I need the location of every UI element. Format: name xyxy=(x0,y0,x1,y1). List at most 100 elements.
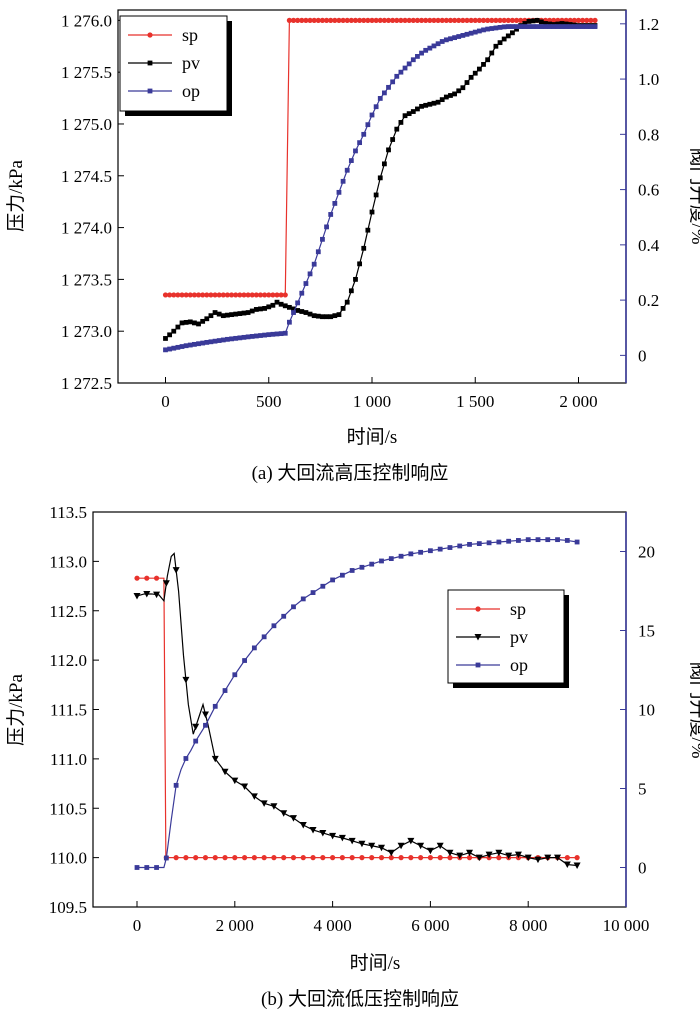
data-point-pv xyxy=(495,849,503,857)
data-point-pv xyxy=(260,800,268,807)
data-point-op xyxy=(431,43,437,49)
legend-item-sp: sp xyxy=(128,25,198,45)
data-point-pv xyxy=(475,854,483,862)
y2-tick-label: 0.2 xyxy=(638,291,659,310)
data-point-pv xyxy=(328,314,334,320)
data-point-pv xyxy=(544,854,552,862)
data-point-op xyxy=(415,54,420,59)
data-point-sp xyxy=(224,292,231,298)
data-point-op xyxy=(468,30,474,36)
data-point-sp xyxy=(193,855,199,861)
data-point-sp xyxy=(340,17,346,23)
legend: sp pv op xyxy=(447,589,569,688)
data-point-sp xyxy=(447,855,453,861)
data-point-pv xyxy=(200,318,206,324)
data-point-op xyxy=(229,336,234,342)
data-point-pv xyxy=(172,567,180,574)
data-point-pv xyxy=(280,810,288,817)
data-point-sp xyxy=(493,17,499,23)
legend-swatch-marker xyxy=(475,606,481,612)
series-op xyxy=(134,537,580,870)
data-point-pv xyxy=(460,85,466,91)
data-point-op xyxy=(144,865,150,870)
data-point-pv xyxy=(192,320,197,326)
data-point-op xyxy=(516,538,521,543)
data-point-sp xyxy=(232,855,238,861)
y2-tick-label: 0 xyxy=(638,346,647,365)
data-point-pv xyxy=(286,304,292,310)
data-point-op xyxy=(555,24,561,29)
data-point-sp xyxy=(431,17,437,23)
data-point-sp xyxy=(271,855,277,861)
data-point-pv xyxy=(182,676,190,684)
data-point-op xyxy=(394,73,400,79)
data-point-op xyxy=(204,339,210,345)
data-point-pv xyxy=(179,320,185,326)
data-point-op xyxy=(443,37,449,43)
data-point-pv xyxy=(505,852,513,860)
data-point-pv xyxy=(358,840,366,848)
data-point-pv xyxy=(446,849,454,857)
data-point-op xyxy=(328,212,334,217)
data-point-op xyxy=(353,148,358,154)
data-point-pv xyxy=(329,832,337,840)
data-point-sp xyxy=(249,292,255,298)
y-tick-label: 111.0 xyxy=(50,750,87,769)
data-point-op xyxy=(505,24,511,29)
legend: sp pv op xyxy=(119,15,232,116)
data-point-op xyxy=(365,122,371,128)
data-point-op xyxy=(452,35,458,41)
data-point-sp xyxy=(574,855,580,861)
data-point-pv xyxy=(485,851,493,859)
data-point-op xyxy=(183,756,189,761)
data-point-op xyxy=(408,551,414,557)
data-point-pv xyxy=(368,842,376,850)
data-point-sp xyxy=(571,17,577,23)
data-point-sp xyxy=(319,17,326,23)
data-point-sp xyxy=(452,17,458,23)
data-point-sp xyxy=(153,575,160,581)
data-point-sp xyxy=(377,17,383,23)
data-point-op xyxy=(510,24,515,29)
data-point-pv xyxy=(221,768,229,776)
data-point-op xyxy=(518,24,524,29)
data-point-pv xyxy=(390,137,396,142)
data-point-op xyxy=(567,24,573,29)
data-point-pv xyxy=(456,852,464,860)
data-point-sp xyxy=(476,17,482,23)
y-tick-label: 1 276.0 xyxy=(61,11,112,30)
y2-tick-label: 1.0 xyxy=(638,70,659,89)
y-tick-label: 1 274.0 xyxy=(61,219,112,238)
legend-item-op: op xyxy=(456,655,528,675)
data-point-pv xyxy=(289,815,297,822)
data-point-sp xyxy=(437,855,443,861)
x-tick-label: 8 000 xyxy=(509,916,547,935)
data-point-op xyxy=(134,865,140,870)
data-point-sp xyxy=(323,17,330,23)
data-point-sp xyxy=(456,17,462,23)
data-point-sp xyxy=(361,17,367,23)
data-point-pv xyxy=(208,313,214,319)
legend-item-pv: pv xyxy=(128,53,200,73)
data-point-sp xyxy=(253,292,259,298)
data-point-sp xyxy=(394,17,400,23)
data-point-sp xyxy=(580,17,586,23)
data-point-pv xyxy=(320,314,325,320)
data-point-sp xyxy=(251,855,257,861)
y-axis-label: 压力/kPa xyxy=(5,160,27,232)
data-point-pv xyxy=(344,299,350,305)
data-point-pv xyxy=(332,313,338,319)
series-pv xyxy=(133,552,581,870)
data-point-sp xyxy=(564,855,570,861)
y-axis-label: 压力/kPa xyxy=(5,674,27,746)
data-point-op xyxy=(311,261,317,267)
data-point-op xyxy=(212,703,218,709)
data-point-sp xyxy=(195,292,202,298)
data-point-pv xyxy=(417,842,425,850)
data-point-sp xyxy=(200,292,206,298)
data-point-op xyxy=(418,549,424,555)
data-point-op xyxy=(398,69,404,75)
data-point-pv xyxy=(307,311,313,317)
data-point-op xyxy=(489,26,495,31)
